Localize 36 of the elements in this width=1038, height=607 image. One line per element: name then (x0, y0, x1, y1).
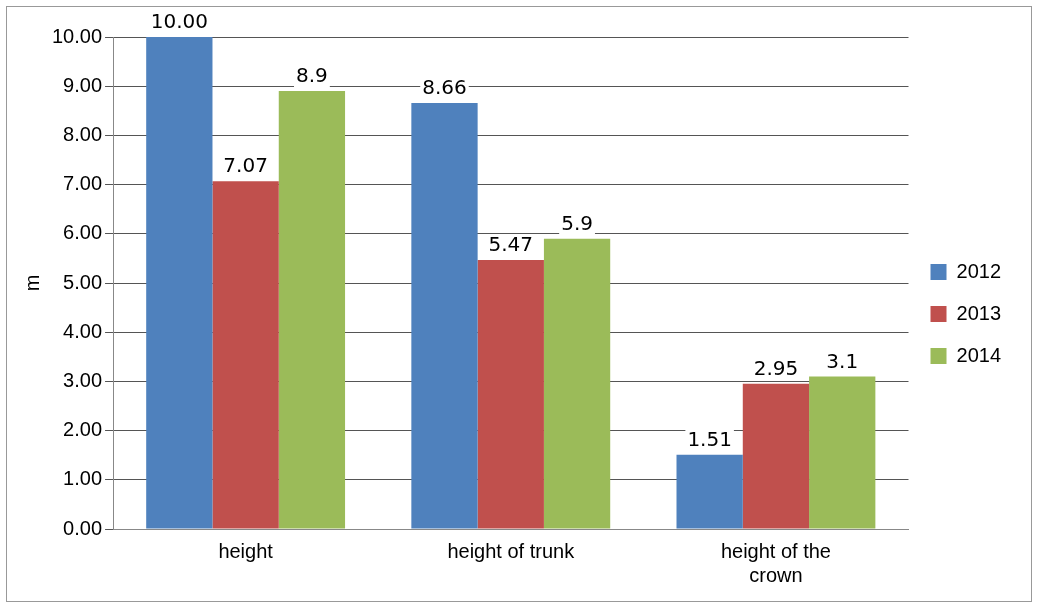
data-label: 7.07 (223, 153, 268, 178)
bar (809, 376, 876, 529)
x-tick-label: height (218, 539, 274, 562)
data-label: 3.1 (826, 348, 859, 373)
data-label: 2.95 (753, 356, 799, 381)
y-tick-label: 6.00 (63, 221, 103, 244)
legend-label: 2013 (956, 301, 1002, 324)
data-label: 5.9 (561, 210, 593, 235)
y-tick-label: 0.00 (63, 516, 103, 539)
x-tick-label: height of the crown (720, 539, 831, 586)
bar (212, 181, 279, 529)
bar (477, 259, 544, 529)
data-label: 1.51 (687, 426, 732, 451)
bar (278, 91, 346, 529)
bar (146, 37, 213, 529)
y-tick-label: 9.00 (63, 73, 103, 96)
y-tick-label: 5.00 (63, 270, 103, 293)
bar (676, 454, 743, 529)
y-tick-label: 1.00 (63, 467, 103, 490)
data-label: 8.66 (422, 75, 467, 100)
y-tick-label: 7.00 (63, 172, 103, 195)
bar (411, 102, 478, 529)
y-tick-label: 4.00 (63, 319, 103, 342)
data-label: 10.00 (150, 9, 208, 34)
y-tick-label: 3.00 (63, 368, 103, 391)
y-tick-label: 8.00 (63, 122, 103, 145)
y-axis-title: m (20, 274, 43, 292)
y-tick-label: 2.00 (63, 418, 103, 441)
legend-label: 2014 (956, 343, 1002, 366)
y-tick-label: 10.00 (51, 24, 103, 47)
data-label: 5.47 (488, 232, 534, 257)
bar (742, 383, 810, 529)
bar (543, 238, 611, 529)
legend-label: 2012 (956, 259, 1002, 282)
data-label: 8.9 (296, 63, 328, 88)
x-tick-label: height of trunk (447, 539, 576, 562)
